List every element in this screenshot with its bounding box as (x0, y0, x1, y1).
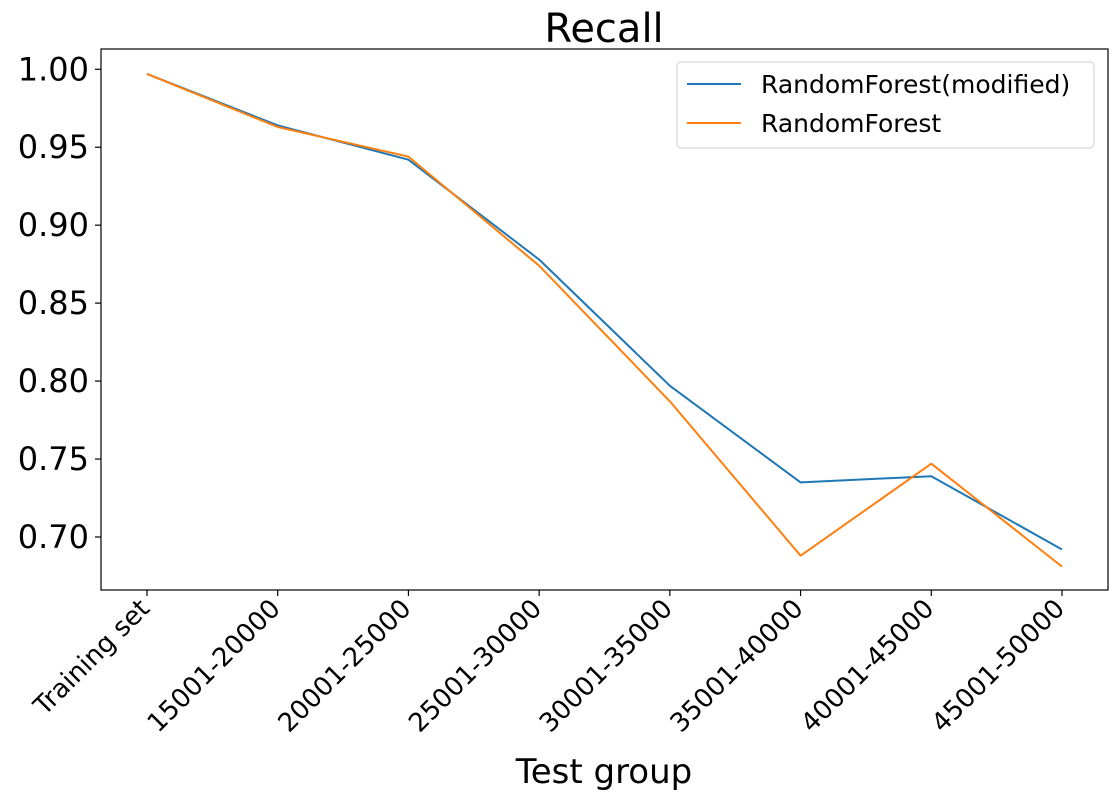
y-tick-label: 0.75 (18, 440, 89, 478)
plot-frame (100, 48, 1109, 591)
legend: RandomForest(modified) RandomForest (676, 61, 1095, 149)
x-tick-label: 40001-45000 (795, 594, 940, 739)
x-axis-label: Test group (515, 752, 693, 792)
legend-box (676, 61, 1095, 149)
chart-title: Recall (544, 6, 663, 52)
x-tick-label: 25001-30000 (403, 594, 548, 739)
legend-label: RandomForest (761, 109, 941, 138)
x-tick-label: Training set (28, 594, 156, 722)
y-tick-label: 0.90 (18, 206, 89, 244)
x-tick-label: 20001-25000 (273, 594, 418, 739)
legend-label: RandomForest(modified) (761, 70, 1070, 99)
y-tick-label: 0.80 (18, 362, 89, 400)
x-tick-label: 35001-40000 (665, 594, 810, 739)
x-axis: Training set15001-2000020001-2500025001-… (28, 590, 1071, 739)
plot-area (146, 72, 1063, 568)
x-tick-label: 30001-35000 (534, 594, 679, 739)
x-tick-label: 15001-20000 (142, 594, 287, 739)
y-tick-label: 1.00 (18, 50, 89, 88)
y-axis: 0.70 0.75 0.80 0.85 0.90 0.95 1.00 (18, 50, 101, 556)
y-tick-label: 0.85 (18, 284, 89, 322)
y-tick-label: 0.95 (18, 128, 89, 166)
x-tick-label: 45001-50000 (926, 594, 1071, 739)
y-tick-label: 0.70 (18, 518, 89, 556)
series-line-1 (146, 72, 1063, 568)
